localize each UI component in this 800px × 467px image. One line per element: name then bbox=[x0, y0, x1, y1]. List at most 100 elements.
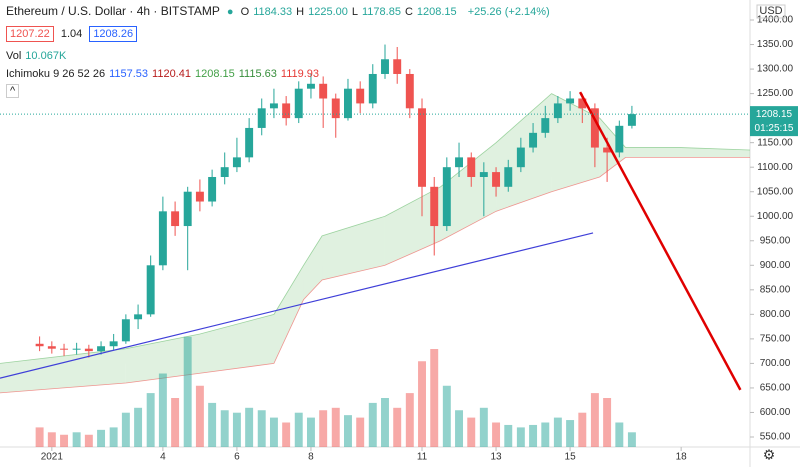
ohlc-value: 1208.15 bbox=[416, 6, 457, 18]
volume-bar bbox=[220, 410, 229, 447]
ohlc-key: C bbox=[404, 6, 413, 18]
x-tick-label: 18 bbox=[676, 452, 688, 463]
volume-bar bbox=[615, 422, 624, 447]
x-tick-label: 4 bbox=[160, 452, 166, 463]
candle-body bbox=[220, 167, 229, 177]
candle-body bbox=[158, 211, 167, 266]
ohlc-key: H bbox=[296, 6, 305, 18]
volume-bar bbox=[418, 361, 426, 447]
candle-body bbox=[97, 346, 106, 352]
volume-bar bbox=[232, 412, 241, 447]
volume-row: Vol 10.067K bbox=[6, 50, 70, 62]
volume-bar bbox=[356, 417, 365, 447]
volume-bar bbox=[331, 407, 340, 447]
candle-body bbox=[72, 348, 81, 350]
candle-body bbox=[430, 186, 439, 227]
cloud-line bbox=[0, 156, 750, 394]
x-tick-label: 15 bbox=[565, 452, 577, 463]
x-tick-label: 11 bbox=[417, 452, 428, 463]
candle-body bbox=[479, 172, 488, 177]
ohlc-key: O bbox=[240, 6, 250, 18]
y-tick-label: 1000.00 bbox=[757, 211, 794, 222]
volume-bar bbox=[195, 385, 204, 447]
candle-body bbox=[529, 132, 538, 148]
y-tick-label: 1050.00 bbox=[757, 186, 794, 197]
candle-body bbox=[541, 118, 550, 133]
volume-bar bbox=[455, 410, 464, 447]
candle-body bbox=[109, 341, 118, 347]
volume-bar bbox=[368, 402, 377, 447]
bid[interactable]: 1207.22 bbox=[6, 26, 54, 42]
volume-bar bbox=[171, 398, 180, 447]
trendline bbox=[578, 91, 742, 391]
header-row: Ethereum / U.S. Dollar · 4h · BITSTAMP ●… bbox=[6, 4, 554, 18]
y-tick-label: 800.00 bbox=[760, 309, 791, 320]
candle-body bbox=[306, 83, 315, 89]
volume-bar bbox=[381, 398, 389, 447]
volume-bar bbox=[257, 410, 266, 447]
y-tick-label: 550.00 bbox=[760, 432, 791, 443]
ohlc-value: 1184.33 bbox=[253, 6, 293, 18]
volume-bar bbox=[541, 422, 550, 447]
volume-bar bbox=[294, 412, 303, 447]
collapse-button[interactable]: ^ bbox=[6, 84, 20, 98]
candle-body bbox=[455, 157, 464, 168]
volume-bar bbox=[35, 427, 44, 447]
volume-bar bbox=[492, 422, 501, 447]
x-tick-label: 2021 bbox=[41, 452, 64, 463]
cloud-segment bbox=[551, 93, 600, 192]
volume-bar bbox=[158, 373, 167, 447]
cloud-segment bbox=[440, 142, 497, 241]
candle-body bbox=[319, 83, 328, 99]
volume-bar bbox=[146, 393, 155, 447]
trendline bbox=[0, 232, 594, 379]
candle-body bbox=[35, 343, 44, 347]
cloud-segment bbox=[625, 147, 682, 158]
volume-bar bbox=[479, 407, 488, 447]
candle-body bbox=[442, 167, 451, 227]
cloud-segment bbox=[599, 118, 626, 177]
indicator-row: Ichimoku 9 26 52 26 1157.53 1120.41 1208.15… bbox=[6, 68, 327, 80]
ask[interactable]: 1208.26 bbox=[89, 26, 138, 42]
settings-icon[interactable]: ⚙ bbox=[763, 447, 776, 463]
spread: 1.04 bbox=[60, 28, 83, 40]
volume-bar bbox=[72, 432, 81, 447]
y-tick-label: 1300.00 bbox=[757, 64, 794, 75]
ohlc-value: 1178.85 bbox=[361, 6, 401, 18]
volume-bar bbox=[603, 398, 612, 447]
quote-row: 1207.22 1.04 1208.26 bbox=[6, 26, 141, 42]
y-tick-label: 1350.00 bbox=[757, 39, 794, 50]
volume-bar bbox=[405, 393, 414, 447]
volume-bar bbox=[504, 424, 513, 447]
volume-bar bbox=[60, 434, 69, 447]
volume-bar bbox=[121, 412, 130, 447]
cloud-segment bbox=[125, 333, 200, 384]
y-tick-label: 1150.00 bbox=[757, 137, 793, 148]
volume-bar bbox=[306, 417, 315, 447]
candle-body bbox=[627, 114, 636, 126]
cloud-segment bbox=[384, 186, 441, 266]
indicator-value: 1157.53 bbox=[109, 68, 149, 80]
cloud-segment bbox=[303, 235, 323, 300]
volume-bar bbox=[442, 385, 451, 447]
indicator-value: 1120.41 bbox=[152, 68, 191, 80]
volume-bar bbox=[516, 427, 525, 447]
candle-body bbox=[121, 319, 130, 342]
candle-body bbox=[257, 108, 266, 128]
y-tick-label: 850.00 bbox=[760, 284, 791, 295]
candle-body bbox=[368, 73, 377, 104]
candle-body bbox=[245, 127, 254, 158]
cloud-segment bbox=[322, 216, 385, 281]
countdown: 01:25:15 bbox=[755, 123, 794, 134]
indicator-values: 1157.53 1120.41 1208.15 1115.63 1119.93 bbox=[109, 68, 323, 80]
x-tick-label: 8 bbox=[308, 452, 314, 463]
cloud-segment bbox=[273, 265, 304, 364]
candle-body bbox=[381, 59, 389, 74]
volume-bar bbox=[319, 410, 328, 447]
candle-body bbox=[566, 98, 575, 104]
y-tick-label: 950.00 bbox=[760, 235, 791, 246]
y-tick-label: 600.00 bbox=[760, 407, 791, 418]
volume-bar bbox=[183, 336, 192, 447]
volume-value: 10.067K bbox=[25, 50, 67, 62]
